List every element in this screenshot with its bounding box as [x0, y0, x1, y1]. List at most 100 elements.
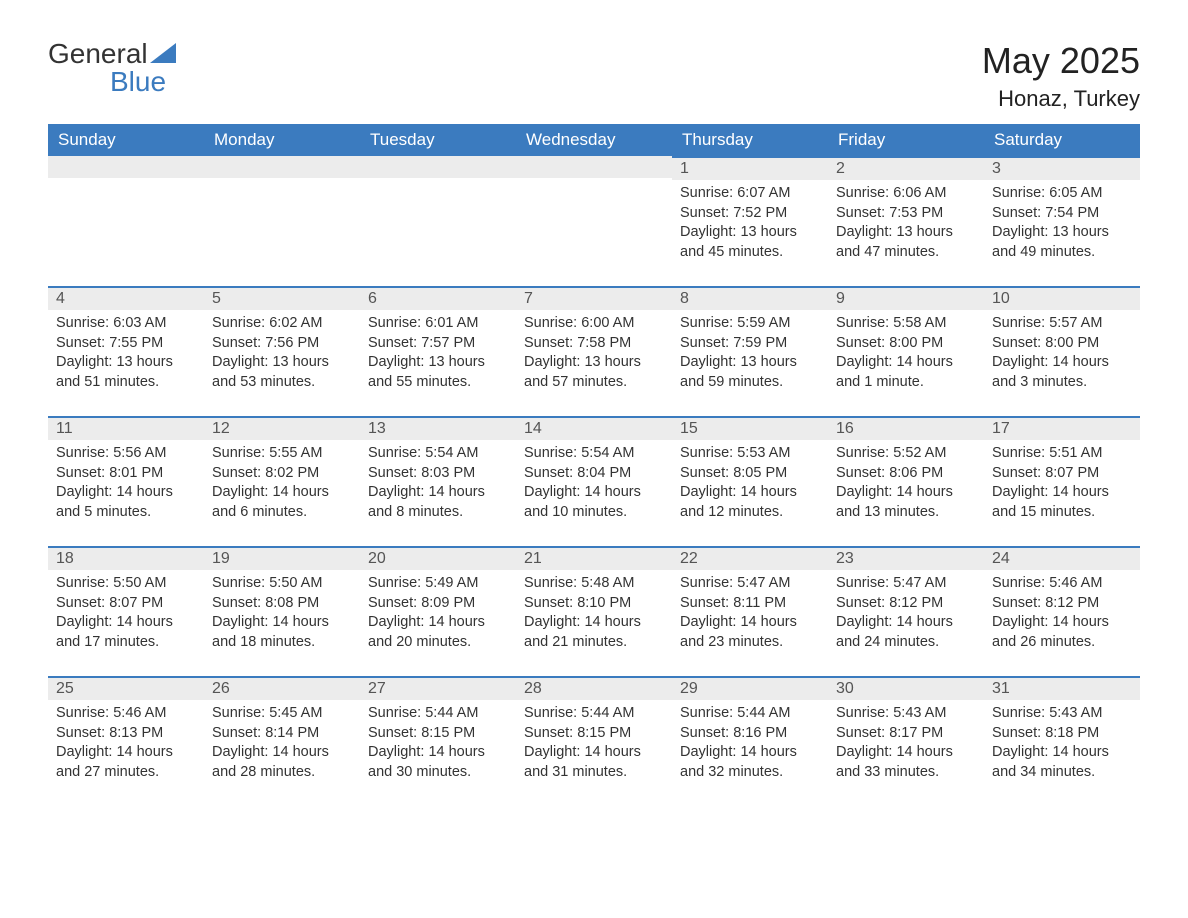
calendar-cell: 9Sunrise: 5:58 AMSunset: 8:00 PMDaylight…	[828, 286, 984, 416]
day-number: 7	[516, 288, 672, 310]
day-details: Sunrise: 6:02 AMSunset: 7:56 PMDaylight:…	[204, 310, 360, 402]
logo: General Blue	[48, 40, 176, 96]
day-details: Sunrise: 5:50 AMSunset: 8:08 PMDaylight:…	[204, 570, 360, 662]
day-details: Sunrise: 5:57 AMSunset: 8:00 PMDaylight:…	[984, 310, 1140, 402]
day-details: Sunrise: 5:59 AMSunset: 7:59 PMDaylight:…	[672, 310, 828, 402]
day-number: 10	[984, 288, 1140, 310]
calendar-cell	[204, 156, 360, 286]
calendar-cell: 12Sunrise: 5:55 AMSunset: 8:02 PMDayligh…	[204, 416, 360, 546]
calendar-cell: 14Sunrise: 5:54 AMSunset: 8:04 PMDayligh…	[516, 416, 672, 546]
calendar-cell: 8Sunrise: 5:59 AMSunset: 7:59 PMDaylight…	[672, 286, 828, 416]
day-details: Sunrise: 5:56 AMSunset: 8:01 PMDaylight:…	[48, 440, 204, 532]
day-number: 9	[828, 288, 984, 310]
calendar-cell: 7Sunrise: 6:00 AMSunset: 7:58 PMDaylight…	[516, 286, 672, 416]
day-number: 22	[672, 548, 828, 570]
calendar-cell: 30Sunrise: 5:43 AMSunset: 8:17 PMDayligh…	[828, 676, 984, 806]
day-number: 6	[360, 288, 516, 310]
day-number: 29	[672, 678, 828, 700]
day-details: Sunrise: 5:47 AMSunset: 8:12 PMDaylight:…	[828, 570, 984, 662]
day-number: 26	[204, 678, 360, 700]
calendar-cell: 6Sunrise: 6:01 AMSunset: 7:57 PMDaylight…	[360, 286, 516, 416]
calendar-cell: 23Sunrise: 5:47 AMSunset: 8:12 PMDayligh…	[828, 546, 984, 676]
day-number: 23	[828, 548, 984, 570]
day-number: 14	[516, 418, 672, 440]
day-details: Sunrise: 5:44 AMSunset: 8:15 PMDaylight:…	[516, 700, 672, 792]
day-number: 18	[48, 548, 204, 570]
day-details: Sunrise: 5:46 AMSunset: 8:12 PMDaylight:…	[984, 570, 1140, 662]
day-number: 2	[828, 158, 984, 180]
calendar-cell: 26Sunrise: 5:45 AMSunset: 8:14 PMDayligh…	[204, 676, 360, 806]
day-details: Sunrise: 6:06 AMSunset: 7:53 PMDaylight:…	[828, 180, 984, 272]
day-details: Sunrise: 5:49 AMSunset: 8:09 PMDaylight:…	[360, 570, 516, 662]
day-details: Sunrise: 6:01 AMSunset: 7:57 PMDaylight:…	[360, 310, 516, 402]
header: General Blue May 2025 Honaz, Turkey	[48, 40, 1140, 112]
day-number: 19	[204, 548, 360, 570]
day-number: 5	[204, 288, 360, 310]
logo-text: General Blue	[48, 40, 176, 96]
day-number: 24	[984, 548, 1140, 570]
day-details: Sunrise: 5:55 AMSunset: 8:02 PMDaylight:…	[204, 440, 360, 532]
calendar-cell: 19Sunrise: 5:50 AMSunset: 8:08 PMDayligh…	[204, 546, 360, 676]
day-details: Sunrise: 6:05 AMSunset: 7:54 PMDaylight:…	[984, 180, 1140, 272]
calendar-cell: 10Sunrise: 5:57 AMSunset: 8:00 PMDayligh…	[984, 286, 1140, 416]
calendar-cell	[516, 156, 672, 286]
day-number: 31	[984, 678, 1140, 700]
day-details: Sunrise: 6:03 AMSunset: 7:55 PMDaylight:…	[48, 310, 204, 402]
day-number: 12	[204, 418, 360, 440]
day-details: Sunrise: 6:07 AMSunset: 7:52 PMDaylight:…	[672, 180, 828, 272]
calendar-cell: 1Sunrise: 6:07 AMSunset: 7:52 PMDaylight…	[672, 156, 828, 286]
calendar-cell: 15Sunrise: 5:53 AMSunset: 8:05 PMDayligh…	[672, 416, 828, 546]
day-number: 30	[828, 678, 984, 700]
day-details: Sunrise: 5:54 AMSunset: 8:03 PMDaylight:…	[360, 440, 516, 532]
weekday-header: Thursday	[672, 124, 828, 156]
day-details: Sunrise: 5:58 AMSunset: 8:00 PMDaylight:…	[828, 310, 984, 402]
calendar-cell: 16Sunrise: 5:52 AMSunset: 8:06 PMDayligh…	[828, 416, 984, 546]
day-details: Sunrise: 5:44 AMSunset: 8:15 PMDaylight:…	[360, 700, 516, 792]
day-number: 17	[984, 418, 1140, 440]
calendar-cell: 21Sunrise: 5:48 AMSunset: 8:10 PMDayligh…	[516, 546, 672, 676]
calendar-cell: 18Sunrise: 5:50 AMSunset: 8:07 PMDayligh…	[48, 546, 204, 676]
day-details: Sunrise: 5:54 AMSunset: 8:04 PMDaylight:…	[516, 440, 672, 532]
weekday-header: Friday	[828, 124, 984, 156]
day-details: Sunrise: 5:43 AMSunset: 8:18 PMDaylight:…	[984, 700, 1140, 792]
weekday-header: Saturday	[984, 124, 1140, 156]
day-number: 11	[48, 418, 204, 440]
calendar-cell	[48, 156, 204, 286]
day-details: Sunrise: 5:51 AMSunset: 8:07 PMDaylight:…	[984, 440, 1140, 532]
calendar-cell: 24Sunrise: 5:46 AMSunset: 8:12 PMDayligh…	[984, 546, 1140, 676]
day-details: Sunrise: 6:00 AMSunset: 7:58 PMDaylight:…	[516, 310, 672, 402]
day-number: 25	[48, 678, 204, 700]
page-title: May 2025	[982, 40, 1140, 82]
day-details: Sunrise: 5:50 AMSunset: 8:07 PMDaylight:…	[48, 570, 204, 662]
day-details: Sunrise: 5:52 AMSunset: 8:06 PMDaylight:…	[828, 440, 984, 532]
day-number: 15	[672, 418, 828, 440]
logo-part1: General	[48, 38, 148, 69]
day-number: 4	[48, 288, 204, 310]
logo-part2: Blue	[110, 66, 166, 97]
day-details: Sunrise: 5:45 AMSunset: 8:14 PMDaylight:…	[204, 700, 360, 792]
day-number: 16	[828, 418, 984, 440]
day-number: 28	[516, 678, 672, 700]
calendar-cell: 27Sunrise: 5:44 AMSunset: 8:15 PMDayligh…	[360, 676, 516, 806]
weekday-header: Sunday	[48, 124, 204, 156]
day-details: Sunrise: 5:53 AMSunset: 8:05 PMDaylight:…	[672, 440, 828, 532]
day-number: 21	[516, 548, 672, 570]
logo-triangle-icon	[150, 40, 176, 68]
calendar-cell: 4Sunrise: 6:03 AMSunset: 7:55 PMDaylight…	[48, 286, 204, 416]
calendar-cell: 5Sunrise: 6:02 AMSunset: 7:56 PMDaylight…	[204, 286, 360, 416]
calendar-cell: 29Sunrise: 5:44 AMSunset: 8:16 PMDayligh…	[672, 676, 828, 806]
calendar-cell: 13Sunrise: 5:54 AMSunset: 8:03 PMDayligh…	[360, 416, 516, 546]
day-number: 27	[360, 678, 516, 700]
day-details: Sunrise: 5:47 AMSunset: 8:11 PMDaylight:…	[672, 570, 828, 662]
calendar-cell: 25Sunrise: 5:46 AMSunset: 8:13 PMDayligh…	[48, 676, 204, 806]
day-number: 20	[360, 548, 516, 570]
calendar-cell: 20Sunrise: 5:49 AMSunset: 8:09 PMDayligh…	[360, 546, 516, 676]
day-details: Sunrise: 5:48 AMSunset: 8:10 PMDaylight:…	[516, 570, 672, 662]
day-number: 3	[984, 158, 1140, 180]
calendar-cell	[360, 156, 516, 286]
day-number: 1	[672, 158, 828, 180]
calendar-cell: 11Sunrise: 5:56 AMSunset: 8:01 PMDayligh…	[48, 416, 204, 546]
title-block: May 2025 Honaz, Turkey	[982, 40, 1140, 112]
weekday-header: Monday	[204, 124, 360, 156]
calendar-cell: 22Sunrise: 5:47 AMSunset: 8:11 PMDayligh…	[672, 546, 828, 676]
